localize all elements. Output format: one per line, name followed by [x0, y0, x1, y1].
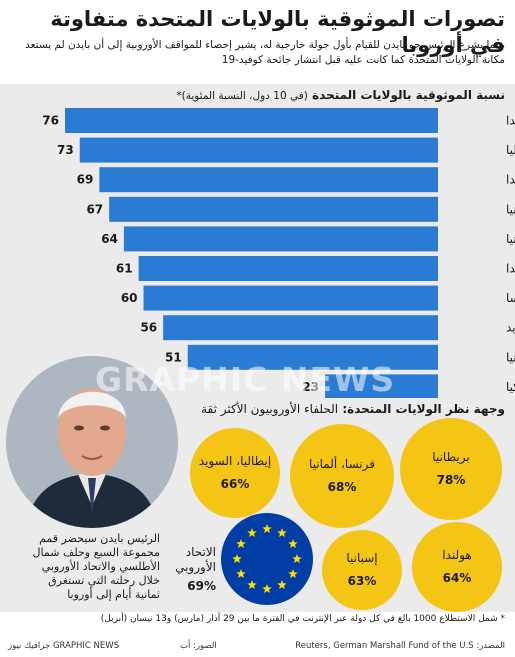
chart-note: (في 10 دول، النسبة المئوية)*	[176, 90, 308, 102]
bar	[163, 315, 438, 341]
bar	[123, 226, 438, 252]
biden-photo	[6, 356, 178, 528]
ally-pct: 66%	[220, 477, 250, 491]
ally-name: إيطاليا، السويد	[198, 454, 272, 468]
photo-caption: الرئيس بايدن سيحضر قمم مجموعة السبع وحلف…	[32, 532, 160, 601]
watermark: GRAPHIC NEWS	[95, 360, 396, 399]
ally-circle-spain: إسبانيا 63%	[322, 530, 402, 610]
category-label: إيطاليا	[506, 143, 515, 157]
eu-star	[247, 528, 257, 538]
subtitle: بينما يشرع الرئيس جو بايدن للقيام بأول ج…	[25, 39, 505, 66]
footer: المصدر: Reuters, German Marshall Fund of…	[0, 637, 515, 657]
category-label: تركيا	[506, 380, 515, 395]
ally-pct: 63%	[347, 574, 377, 588]
ally-circle-italy-sweden: إيطاليا، السويد 66%	[190, 428, 280, 518]
eu-name: الاتحاد الأوروبي	[175, 545, 216, 574]
eu-star	[262, 584, 272, 594]
bar-value-label: 23	[302, 380, 319, 394]
eu-pct: 69%	[187, 579, 216, 593]
chart-heading-text: نسبة الموثوقية بالولايات المتحدة	[312, 88, 505, 102]
bar	[325, 374, 438, 398]
allies-heading-title: وجهة نظر الولايات المتحدة:	[342, 402, 505, 416]
bar-chart: 76 بولندا 73 إيطاليا 69 كندا 67 بريطانيا 64 إسبان…	[42, 108, 515, 398]
photo-credit: الصور: أب	[180, 641, 217, 651]
ally-circle-britain: بريطانيا 78%	[400, 418, 502, 520]
eu-star	[247, 579, 257, 590]
ally-name: هولندا	[442, 548, 472, 562]
bar	[138, 256, 439, 281]
footnote: * شمل الاستطلاع 1000 بالغ في كل دولة عبر…	[100, 614, 505, 624]
publisher-credit: GRAPHIC NEWS جرافيك نيوز	[8, 641, 120, 651]
bar	[187, 344, 438, 370]
bar	[99, 167, 439, 193]
ally-pct: 64%	[442, 571, 472, 585]
eu-flag-circle	[221, 513, 313, 605]
eu-star	[262, 524, 272, 534]
ally-circle-netherlands: هولندا 64%	[412, 522, 502, 612]
eu-label: الاتحاد الأوروبي 69%	[160, 545, 216, 594]
bar-value-label: 76	[42, 114, 59, 128]
ally-pct: 78%	[436, 473, 466, 487]
category-label: بريطانيا	[506, 202, 515, 217]
eu-star	[236, 569, 246, 579]
bar-value-label: 56	[140, 321, 157, 335]
allies-heading: وجهة نظر الولايات المتحدة: الحلفاء الأور…	[201, 402, 505, 416]
eu-star	[232, 554, 242, 564]
category-label: فرنسا	[506, 291, 515, 306]
source-label: المصدر:	[476, 641, 505, 651]
eu-star	[288, 569, 298, 579]
allies-heading-rest: الحلفاء الأوروبيون الأكثر ثقة	[201, 402, 339, 416]
chart-heading: نسبة الموثوقية بالولايات المتحدة (في 10 …	[176, 88, 505, 102]
eu-star	[236, 539, 246, 549]
bar-value-label: 73	[57, 143, 74, 157]
category-label: إسبانيا	[506, 232, 515, 246]
eu-stars-icon	[232, 524, 302, 594]
eu-star	[277, 579, 287, 590]
eu-star	[277, 528, 287, 538]
bar-value-label: 51	[165, 350, 182, 364]
ally-name: بريطانيا	[432, 450, 470, 464]
bar	[79, 137, 438, 163]
category-label: بولندا	[506, 114, 515, 129]
portrait-illustration	[6, 356, 178, 528]
bar	[109, 196, 438, 222]
category-label: كندا	[506, 173, 515, 187]
ally-pct: 68%	[327, 480, 357, 494]
category-label: ألمانيا	[506, 349, 515, 364]
bar-value-label: 69	[77, 173, 94, 187]
bar-value-label: 60	[121, 291, 138, 305]
bar	[143, 285, 439, 311]
ally-name: إسبانيا	[346, 551, 378, 565]
bar-value-label: 67	[86, 202, 103, 216]
page-title: تصورات الموثوقية بالولايات المتحدة متفاو…	[50, 7, 505, 57]
source: المصدر: Reuters, German Marshall Fund of…	[295, 641, 505, 651]
bar	[65, 108, 438, 133]
ally-name: فرنسا، ألمانيا	[309, 457, 375, 471]
bar-value-label: 64	[101, 232, 118, 246]
eu-star	[292, 554, 302, 564]
source-text: Reuters, German Marshall Fund of the U.S	[295, 641, 474, 651]
ally-circle-france-germany: فرنسا، ألمانيا 68%	[290, 424, 394, 528]
bar-value-label: 61	[116, 262, 133, 276]
category-label: السويد	[506, 321, 515, 336]
eu-star	[288, 539, 298, 549]
category-label: هولندا	[506, 262, 515, 277]
